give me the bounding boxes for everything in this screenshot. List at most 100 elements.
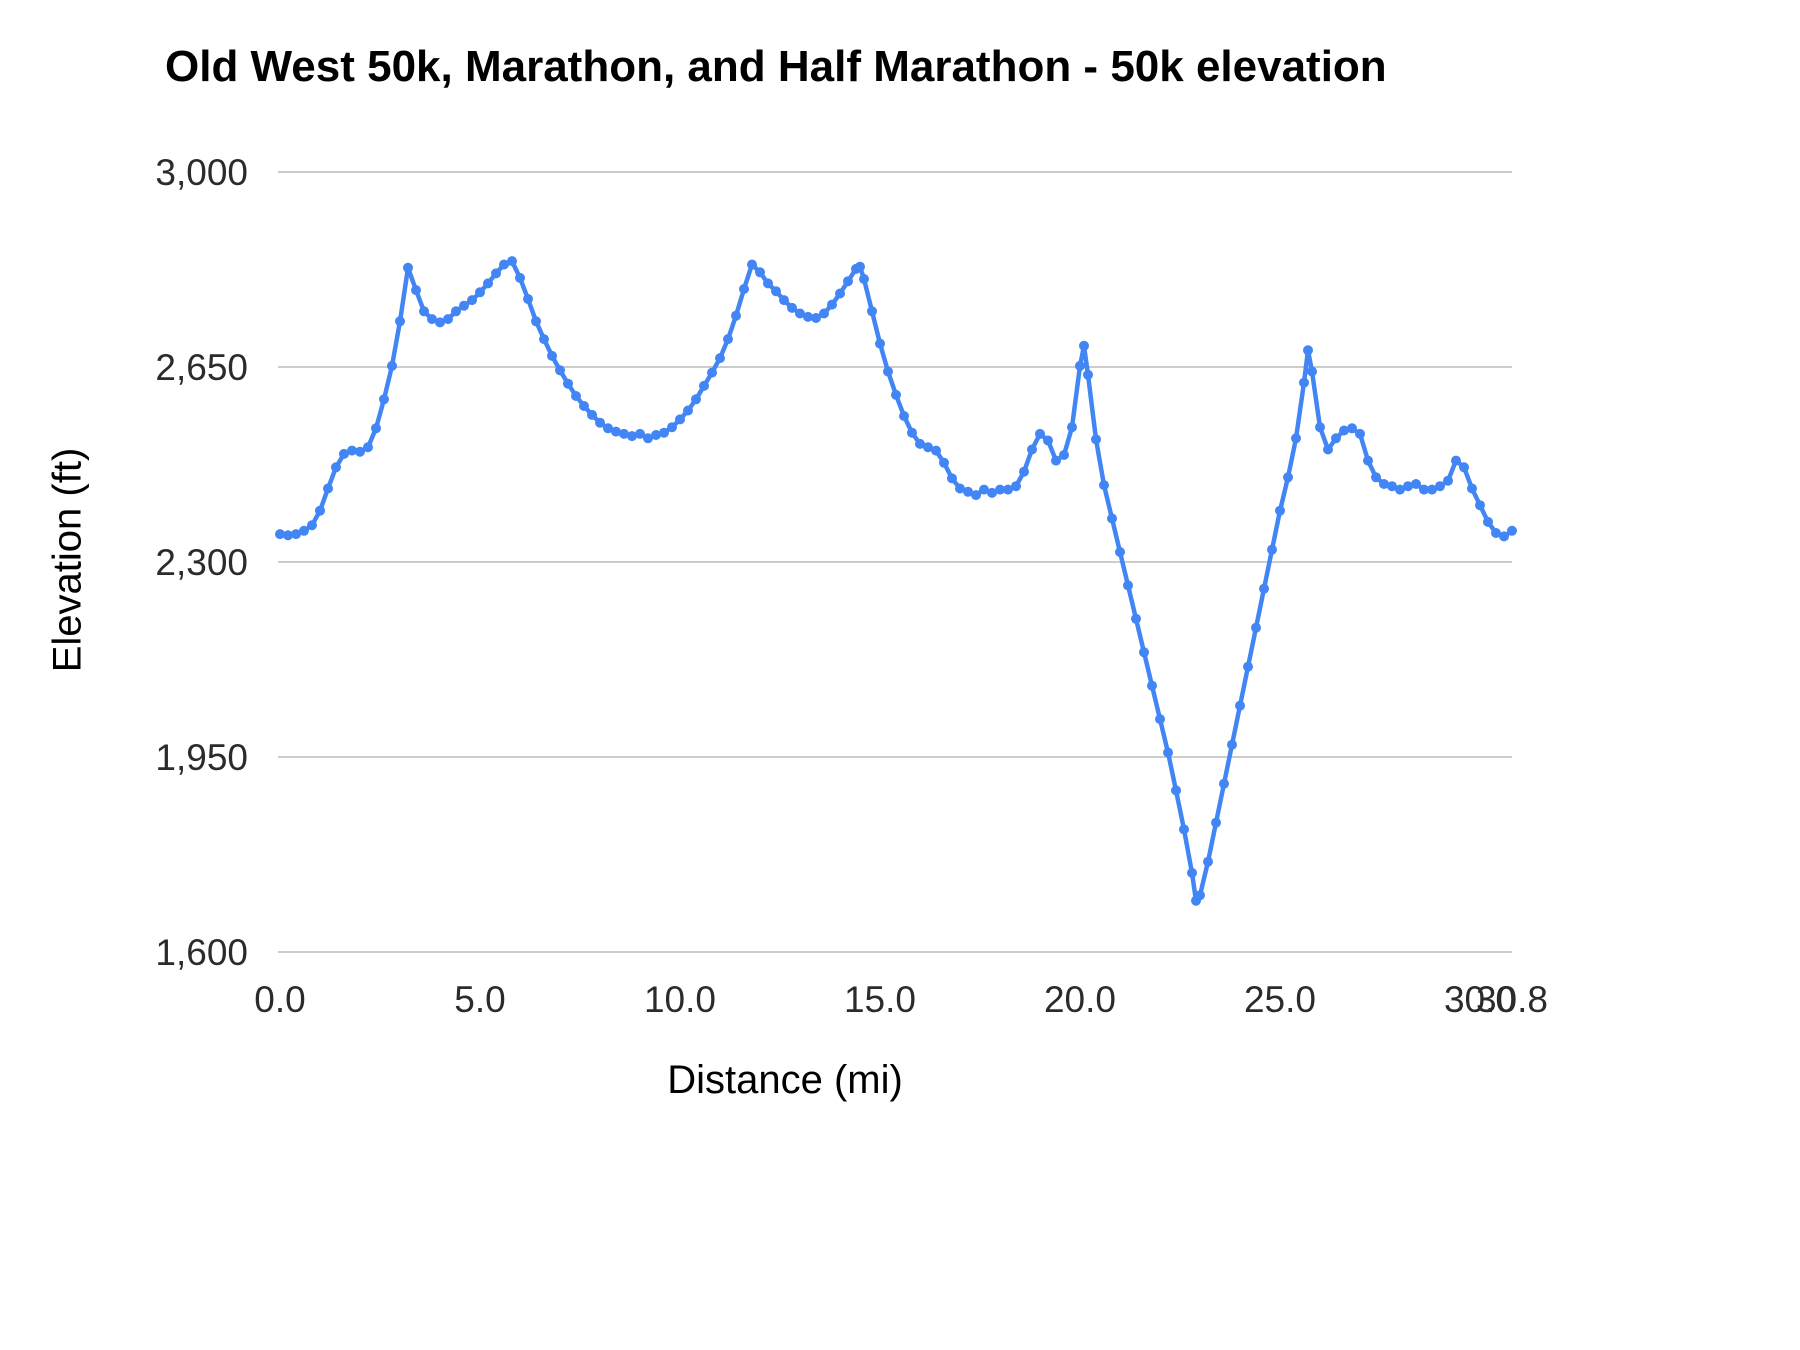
- data-point-marker: [515, 272, 525, 283]
- data-point-marker: [771, 286, 781, 297]
- data-point-marker: [539, 334, 549, 345]
- data-point-marker: [1043, 435, 1053, 446]
- data-point-marker: [723, 334, 733, 345]
- data-point-marker: [571, 391, 581, 401]
- data-point-marker: [963, 486, 973, 497]
- data-point-marker: [1411, 479, 1421, 489]
- data-point-marker: [363, 442, 373, 453]
- data-point-marker: [1379, 479, 1389, 489]
- data-point-marker: [707, 367, 717, 378]
- data-point-marker: [1131, 613, 1141, 624]
- data-point-marker: [483, 278, 493, 289]
- data-point-marker: [891, 389, 901, 400]
- x-tick-label: 25.0: [1244, 979, 1316, 1020]
- data-point-marker: [843, 276, 853, 287]
- data-point-marker: [899, 411, 909, 421]
- data-point-marker: [1331, 433, 1341, 444]
- chart-title: Old West 50k, Marathon, and Half Maratho…: [165, 42, 1387, 91]
- data-point-marker: [739, 284, 749, 294]
- data-point-marker: [1059, 450, 1069, 460]
- data-point-marker: [1211, 817, 1221, 828]
- data-point-marker: [427, 314, 437, 325]
- data-point-marker: [747, 259, 757, 270]
- x-tick-label: 15.0: [844, 979, 916, 1020]
- data-point-marker: [443, 314, 453, 325]
- data-point-marker: [1315, 422, 1325, 433]
- data-point-marker: [411, 285, 421, 296]
- data-point-marker: [875, 338, 885, 349]
- data-point-marker: [1427, 484, 1437, 495]
- data-point-marker: [1451, 455, 1461, 466]
- data-point-marker: [563, 378, 573, 389]
- data-point-marker: [1107, 513, 1117, 524]
- data-point-marker: [995, 484, 1005, 495]
- data-point-marker: [1051, 455, 1061, 466]
- data-point-marker: [491, 268, 501, 279]
- data-point-marker: [435, 317, 445, 328]
- data-point-marker: [347, 445, 357, 456]
- data-point-marker: [987, 487, 997, 498]
- data-point-marker: [595, 417, 605, 428]
- data-point-marker: [307, 520, 317, 531]
- data-point-marker: [667, 422, 677, 433]
- data-point-marker: [787, 302, 797, 313]
- data-point-marker: [379, 394, 389, 405]
- data-point-marker: [1347, 423, 1357, 434]
- data-point-marker: [755, 267, 765, 278]
- data-point-marker: [1283, 472, 1293, 483]
- data-point-marker: [683, 405, 693, 416]
- data-point-marker: [939, 457, 949, 468]
- data-point-marker: [611, 426, 621, 437]
- x-tick-label: 0.0: [254, 979, 305, 1020]
- data-point-marker: [1395, 484, 1405, 495]
- y-tick-label: 1,600: [155, 932, 248, 973]
- data-point-marker: [1307, 366, 1317, 377]
- data-point-marker: [979, 484, 989, 495]
- data-point-marker: [315, 505, 325, 516]
- data-point-marker: [855, 261, 865, 272]
- data-point-marker: [547, 350, 557, 361]
- data-point-marker: [1491, 528, 1501, 538]
- data-point-marker: [499, 259, 509, 270]
- data-point-marker: [1459, 462, 1469, 473]
- y-tick-label: 2,650: [155, 347, 248, 388]
- data-point-marker: [1499, 531, 1509, 542]
- y-tick-label: 3,000: [155, 152, 248, 193]
- x-tick-label: 10.0: [644, 979, 716, 1020]
- data-point-marker: [1147, 680, 1157, 691]
- data-point-marker: [1323, 444, 1333, 455]
- data-point-marker: [715, 353, 725, 364]
- data-point-marker: [355, 446, 365, 457]
- data-point-marker: [731, 310, 741, 321]
- data-point-marker: [1083, 369, 1093, 380]
- y-tick-label: 1,950: [155, 737, 248, 778]
- x-axis-title: Distance (mi): [667, 1058, 903, 1102]
- data-point-marker: [371, 423, 381, 434]
- data-point-marker: [1403, 481, 1413, 492]
- data-point-marker: [459, 300, 469, 311]
- data-point-marker: [1363, 455, 1373, 466]
- data-point-marker: [1079, 340, 1089, 351]
- data-point-marker: [467, 295, 477, 306]
- data-point-marker: [1259, 583, 1269, 594]
- data-point-marker: [867, 306, 877, 317]
- data-point-marker: [1275, 505, 1285, 516]
- data-point-marker: [331, 462, 341, 473]
- data-point-marker: [1467, 483, 1477, 494]
- data-point-marker: [1139, 647, 1149, 658]
- data-point-marker: [1035, 428, 1045, 439]
- x-tick-label: 5.0: [454, 979, 505, 1020]
- data-point-marker: [1019, 466, 1029, 477]
- data-point-marker: [1003, 484, 1013, 495]
- data-point-marker: [451, 306, 461, 317]
- data-point-marker: [763, 278, 773, 289]
- data-point-marker: [803, 311, 813, 322]
- data-point-marker: [299, 525, 309, 536]
- data-point-marker: [1171, 785, 1181, 796]
- data-point-marker: [795, 308, 805, 319]
- data-point-marker: [323, 483, 333, 494]
- data-point-marker: [1339, 425, 1349, 436]
- data-point-marker: [811, 313, 821, 323]
- data-point-marker: [1067, 422, 1077, 433]
- data-point-marker: [619, 428, 629, 439]
